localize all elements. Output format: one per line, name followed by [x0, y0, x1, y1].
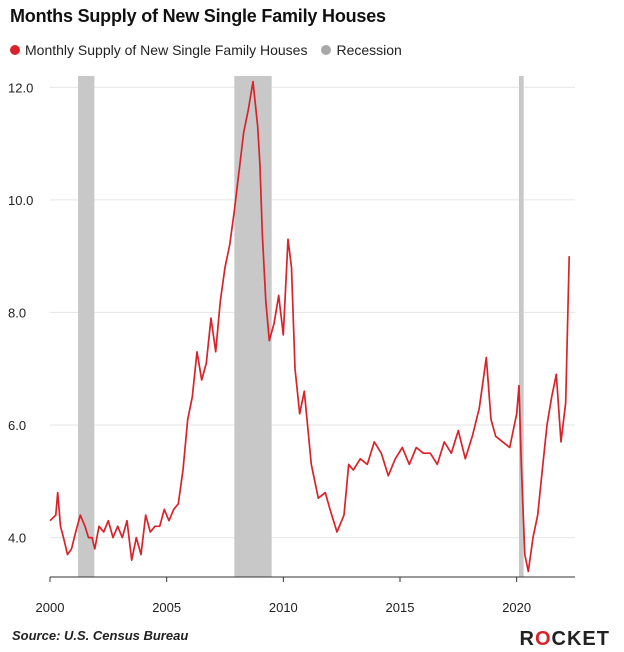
recession-band	[519, 76, 524, 577]
legend-marker-supply	[10, 45, 20, 55]
series-line	[49, 80, 571, 573]
recession-band	[78, 76, 95, 577]
x-tick-label: 2010	[269, 600, 298, 615]
y-tick-label: 4.0	[8, 531, 26, 546]
series-path	[49, 80, 571, 573]
x-tick-label: 2015	[386, 600, 415, 615]
legend-label-recession: Recession	[336, 42, 402, 58]
chart-legend: Monthly Supply of New Single Family Hous…	[10, 42, 402, 58]
legend-marker-recession	[321, 45, 332, 55]
legend-label-supply: Monthly Supply of New Single Family Hous…	[25, 42, 308, 58]
y-tick-label: 6.0	[8, 418, 26, 433]
y-tick-label: 8.0	[8, 305, 26, 320]
chart-title: Months Supply of New Single Family House…	[10, 6, 386, 26]
gridlines	[50, 86, 575, 539]
x-tick-label: 2020	[502, 600, 531, 615]
legend-item-supply[interactable]: Monthly Supply of New Single Family Hous…	[10, 42, 307, 58]
y-tick-label: 12.0	[8, 80, 33, 95]
x-tick-label: 2005	[152, 600, 181, 615]
y-tick-label: 10.0	[8, 193, 33, 208]
recession-band	[234, 76, 272, 577]
legend-item-recession[interactable]: Recession	[321, 42, 402, 58]
y-axis-labels: 4.0 6.0 8.0 10.0 12.0	[8, 80, 33, 545]
x-tick-label: 2000	[36, 600, 65, 615]
recession-bands	[78, 76, 524, 577]
x-axis-labels: 2000 2005 2010 2015 2020	[36, 600, 532, 615]
source-note: Source: U.S. Census Bureau	[12, 628, 189, 643]
brand-logo: ROCKET	[519, 628, 610, 650]
x-axis	[49, 576, 575, 582]
